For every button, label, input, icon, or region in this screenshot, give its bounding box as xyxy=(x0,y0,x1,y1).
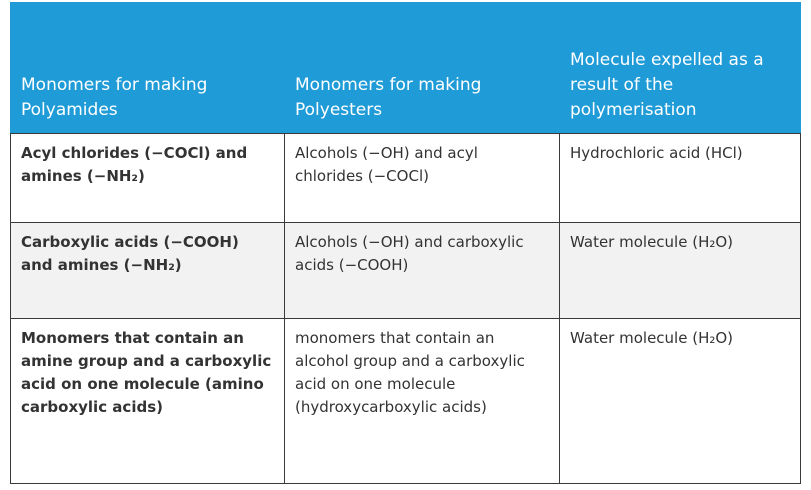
header-cell: Molecule expelled as a result of the pol… xyxy=(559,2,801,134)
monomer-table: Monomers for making Polyamides Monomers … xyxy=(10,2,801,484)
table-cell: Water molecule (H₂O) xyxy=(559,222,801,319)
table-row: Acyl chlorides (−COCl) and amines (−NH₂)… xyxy=(10,133,801,223)
table-row: Monomers that contain an amine group and… xyxy=(10,318,801,484)
table-row: Carboxylic acids (−COOH) and amines (−NH… xyxy=(10,222,801,319)
header-row: Monomers for making Polyamides Monomers … xyxy=(10,2,801,134)
table-cell: Monomers that contain an amine group and… xyxy=(10,318,285,484)
table-cell: Water molecule (H₂O) xyxy=(559,318,801,484)
table-body: Acyl chlorides (−COCl) and amines (−NH₂)… xyxy=(10,133,801,484)
table-cell: Hydrochloric acid (HCl) xyxy=(559,133,801,223)
table-head: Monomers for making Polyamides Monomers … xyxy=(10,2,801,134)
table-cell: Alcohols (−OH) and carboxylic acids (−CO… xyxy=(284,222,560,319)
table-cell: Acyl chlorides (−COCl) and amines (−NH₂) xyxy=(10,133,285,223)
table-cell: Carboxylic acids (−COOH) and amines (−NH… xyxy=(10,222,285,319)
table-cell: Alcohols (−OH) and acyl chlorides (−COCl… xyxy=(284,133,560,223)
header-cell: Monomers for making Polyamides xyxy=(10,2,285,134)
table-cell: monomers that contain an alcohol group a… xyxy=(284,318,560,484)
header-cell: Monomers for making Polyesters xyxy=(284,2,560,134)
